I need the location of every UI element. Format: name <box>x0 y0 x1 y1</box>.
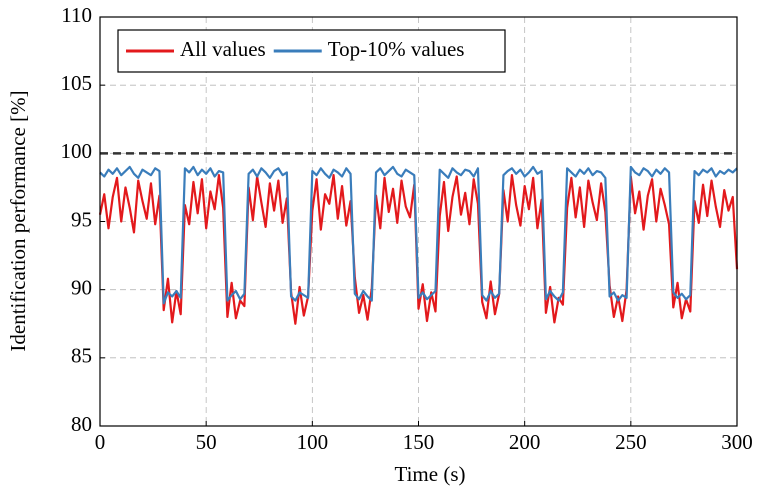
y-tick-label: 100 <box>61 139 93 163</box>
series-line <box>99 165 738 305</box>
legend-label: All values <box>180 37 266 61</box>
x-tick-label: 50 <box>196 430 217 454</box>
x-tick-label: 300 <box>721 430 753 454</box>
plot-frame <box>99 16 738 427</box>
y-axis-label: Identification performance [%] <box>6 90 30 351</box>
y-tick-label: 85 <box>71 344 92 368</box>
y-tick-label: 95 <box>71 207 92 231</box>
x-tick-label: 250 <box>615 430 647 454</box>
y-tick-label: 80 <box>71 412 92 436</box>
x-axis-label: Time (s) <box>395 462 466 486</box>
x-tick-label: 0 <box>95 430 106 454</box>
x-tick-label: 150 <box>403 430 435 454</box>
y-tick-label: 90 <box>71 275 92 299</box>
y-tick-label: 110 <box>61 3 92 27</box>
legend-label: Top-10% values <box>328 37 465 61</box>
x-tick-label: 100 <box>297 430 329 454</box>
x-tick-label: 200 <box>509 430 541 454</box>
y-tick-label: 105 <box>61 71 93 95</box>
